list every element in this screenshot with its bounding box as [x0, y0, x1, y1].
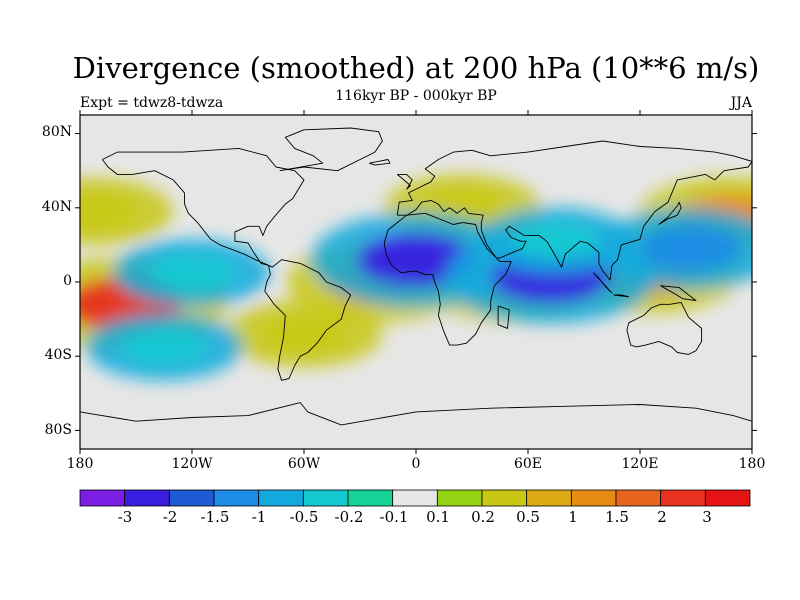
field-region-core	[80, 192, 139, 231]
map-title: Divergence (smoothed) at 200 hPa (10**6 …	[72, 51, 760, 85]
field-region-core	[148, 253, 236, 292]
map-subtitle: 116kyr BP - 000kyr BP	[335, 88, 497, 104]
lon-tick-label: 60W	[287, 456, 321, 472]
lat-tick-label: 40N	[41, 199, 72, 215]
lon-tick-label: 180	[738, 456, 766, 472]
colorbar-swatch	[570, 489, 617, 507]
lon-tick-label: 120E	[621, 456, 659, 472]
field-region-core	[260, 315, 348, 353]
colorbar-swatch	[168, 489, 215, 507]
colorbar-swatch	[481, 489, 528, 507]
colorbar-swatch	[302, 489, 349, 507]
coastline	[592, 272, 613, 294]
lat-tick-label: 40S	[44, 347, 72, 363]
coastline	[396, 140, 752, 281]
colorbar-label: 0.5	[516, 508, 540, 526]
coastline	[102, 147, 305, 266]
colorbar-label: -3	[117, 508, 133, 526]
colorbar-swatch	[213, 489, 260, 507]
colorbar-swatch	[347, 489, 394, 507]
colorbar-swatch	[258, 489, 304, 507]
field-region-core	[120, 328, 208, 366]
field-region-core	[512, 222, 600, 260]
field-region-core	[357, 233, 475, 286]
colorbar-label: 2	[657, 508, 667, 526]
colorbar-label: 3	[702, 508, 712, 526]
lat-tick-label: 0	[63, 273, 72, 289]
lat-tick-label: 80S	[44, 422, 72, 438]
colorbar-swatch	[615, 489, 662, 507]
colorbar-label: 0.1	[426, 508, 450, 526]
coastline	[383, 212, 512, 346]
colorbar-label: -0.1	[379, 508, 409, 526]
colorbar-swatch	[436, 489, 483, 507]
colorbar-swatch	[79, 489, 126, 507]
field-blobs	[80, 174, 752, 381]
colorbar	[79, 489, 751, 507]
season-label: JJA	[730, 95, 752, 111]
axis-ticks	[75, 110, 757, 454]
colorbar-swatch	[124, 489, 170, 507]
colorbar-label: -0.5	[289, 508, 319, 526]
coastline	[658, 201, 682, 225]
field-region-core	[639, 226, 742, 272]
coastline	[613, 294, 630, 298]
lon-tick-label: 0	[411, 456, 421, 472]
lat-tick-label: 80N	[41, 124, 72, 140]
lon-tick-label: 120W	[171, 456, 213, 472]
coastline	[626, 301, 703, 355]
colorbar-swatch	[660, 489, 706, 507]
lon-tick-label: 60E	[513, 456, 543, 472]
colorbar-swatch	[392, 489, 438, 507]
colorbar-label: -1.5	[200, 508, 230, 526]
colorbar-swatch	[704, 489, 751, 507]
divergence-field	[80, 174, 752, 381]
coastlines	[80, 127, 752, 426]
lon-tick-label: 180	[66, 456, 94, 472]
coastline	[497, 305, 510, 329]
colorbar-label: -2	[162, 508, 178, 526]
experiment-label: Expt = tdwz8-tdwza	[80, 95, 224, 111]
coastline	[397, 173, 413, 190]
colorbar-label: 1.5	[605, 508, 629, 526]
coastline	[264, 259, 352, 381]
colorbar-label: -0.2	[334, 508, 364, 526]
coastline	[279, 127, 383, 172]
coastline	[369, 159, 391, 166]
colorbar-swatch	[526, 489, 572, 507]
coastline	[660, 285, 697, 302]
colorbar-label: 0.2	[471, 508, 495, 526]
coastline	[80, 402, 752, 426]
colorbar-label: -1	[251, 508, 267, 526]
colorbar-label: 1	[568, 508, 578, 526]
